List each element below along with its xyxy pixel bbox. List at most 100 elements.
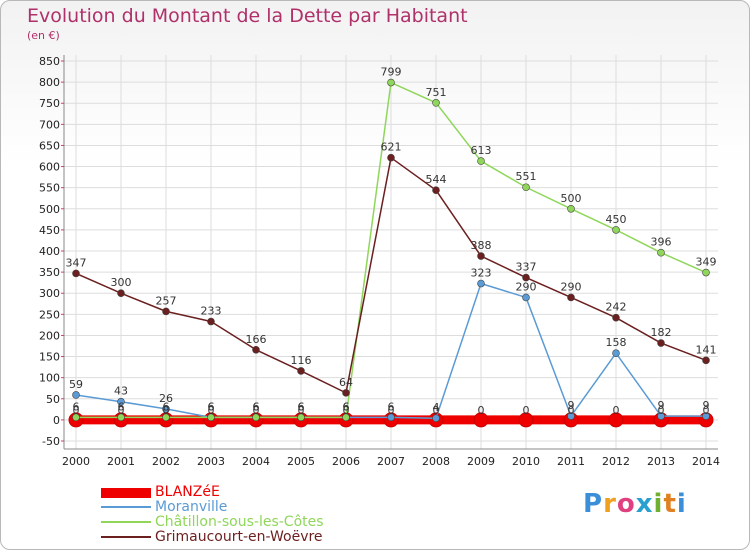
data-label: 6 xyxy=(208,400,215,413)
y-tick-label: 150 xyxy=(39,351,60,364)
data-label: 6 xyxy=(253,400,260,413)
data-point xyxy=(162,405,170,413)
logo-letter: t xyxy=(663,489,677,519)
x-tick-label: 2009 xyxy=(467,455,495,468)
data-point xyxy=(567,293,575,302)
data-label: 500 xyxy=(561,192,582,205)
data-label: 9 xyxy=(568,399,575,412)
legend-label-grimaucourt: Grimaucourt-en-Woëvre xyxy=(155,529,323,545)
x-tick-label: 2005 xyxy=(287,455,315,468)
data-point xyxy=(387,413,395,422)
data-label: 0 xyxy=(568,404,575,417)
data-label: 396 xyxy=(651,236,672,249)
data-label: 6 xyxy=(163,400,170,413)
data-label: 9 xyxy=(658,399,665,412)
x-tick-label: 2008 xyxy=(422,455,450,468)
logo-letter: P xyxy=(583,489,604,519)
y-tick-label: 600 xyxy=(39,161,60,174)
x-tick-label: 2006 xyxy=(332,455,360,468)
data-point xyxy=(72,391,80,399)
data-point xyxy=(207,317,215,326)
data-point xyxy=(342,389,350,397)
data-label: 551 xyxy=(516,170,537,183)
data-label: 0 xyxy=(478,404,485,417)
data-point xyxy=(252,345,260,354)
y-tick-label: 200 xyxy=(39,329,60,342)
data-point xyxy=(477,252,485,260)
data-label: 6 xyxy=(118,400,125,413)
data-label: 43 xyxy=(114,385,128,398)
data-point xyxy=(72,413,80,422)
data-point xyxy=(477,157,485,165)
series-lines xyxy=(68,78,714,428)
y-tick-label: 500 xyxy=(39,203,60,216)
chart-subtitle: (en €) xyxy=(27,29,60,42)
data-label: 0 xyxy=(163,404,170,417)
data-point xyxy=(473,412,489,428)
proxiti-logo: Proxiti xyxy=(583,489,687,519)
data-label: 64 xyxy=(339,376,353,389)
data-label: 799 xyxy=(381,66,402,79)
data-point xyxy=(608,412,624,428)
logo-letter: o xyxy=(616,489,636,519)
x-tick-label: 2003 xyxy=(197,455,225,468)
data-label: 0 xyxy=(523,404,530,417)
grid-lines xyxy=(64,55,718,449)
y-tick-label: 0 xyxy=(53,414,60,427)
data-point xyxy=(162,413,170,422)
data-label: 0 xyxy=(613,404,620,417)
axes: -500501001502002503003504004505005506006… xyxy=(39,55,720,468)
data-label: 166 xyxy=(246,333,267,346)
data-label: 388 xyxy=(471,239,492,252)
data-label: 257 xyxy=(156,294,177,307)
legend-label-blanzee: BLANZéE xyxy=(155,484,220,500)
data-point xyxy=(297,367,305,375)
y-tick-label: -50 xyxy=(42,435,60,448)
x-tick-label: 2007 xyxy=(377,455,405,468)
data-point xyxy=(117,413,125,422)
data-label: 0 xyxy=(658,404,665,417)
data-label: 621 xyxy=(381,141,402,154)
data-label: 290 xyxy=(516,280,537,293)
data-label: 347 xyxy=(66,256,87,269)
data-point xyxy=(702,412,710,420)
logo-letter: i xyxy=(676,489,687,519)
y-tick-label: 400 xyxy=(39,245,60,258)
data-point xyxy=(432,414,440,423)
data-label: 0 xyxy=(703,404,710,417)
data-label: 4 xyxy=(433,401,440,414)
data-point xyxy=(117,289,125,298)
y-tick-label: 850 xyxy=(39,55,60,68)
legend-swatch-blanzee xyxy=(101,488,151,498)
y-tick-label: 800 xyxy=(39,76,60,89)
data-label: 349 xyxy=(696,256,717,269)
x-tick-label: 2014 xyxy=(692,455,720,468)
y-tick-label: 750 xyxy=(39,97,60,110)
data-label: 337 xyxy=(516,261,537,274)
x-tick-label: 2010 xyxy=(512,455,540,468)
y-tick-label: 650 xyxy=(39,139,60,152)
legend-label-chatillon: Châtillon-sous-les-Côtes xyxy=(155,514,324,530)
x-tick-label: 2000 xyxy=(62,455,90,468)
y-tick-label: 550 xyxy=(39,182,60,195)
data-point xyxy=(657,412,665,420)
data-point xyxy=(567,412,575,420)
data-point xyxy=(522,183,530,192)
data-label: 0 xyxy=(253,404,260,417)
data-label: 6 xyxy=(343,400,350,413)
data-label: 6 xyxy=(208,400,215,413)
data-label: 300 xyxy=(111,276,132,289)
data-label: 158 xyxy=(606,336,627,349)
data-point xyxy=(567,204,575,213)
data-point xyxy=(432,99,440,107)
logo-letter: x xyxy=(635,489,654,519)
data-label: 450 xyxy=(606,213,627,226)
y-tick-label: 300 xyxy=(39,287,60,300)
data-label: 0 xyxy=(433,404,440,417)
data-label: 751 xyxy=(426,86,447,99)
data-label: 613 xyxy=(471,144,492,157)
data-point xyxy=(387,153,395,162)
y-tick-label: 350 xyxy=(39,266,60,279)
